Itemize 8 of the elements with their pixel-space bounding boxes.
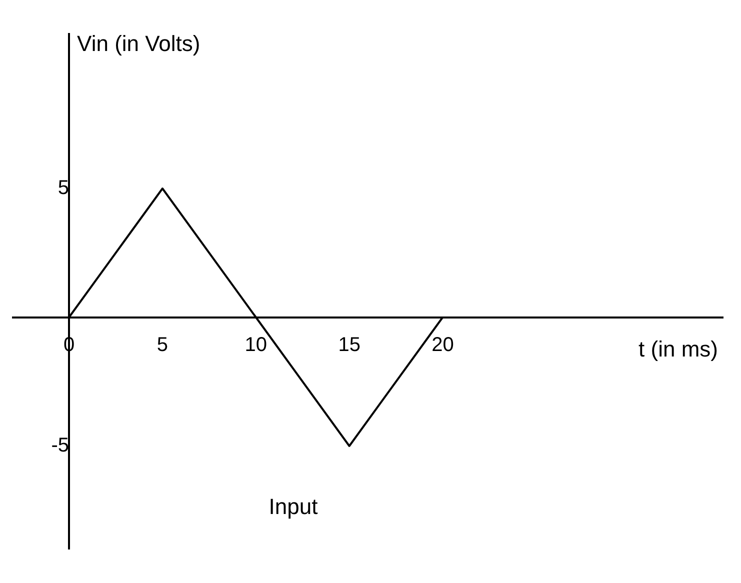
x-axis-title: t (in ms) bbox=[638, 336, 718, 362]
y-tick-label: -5 bbox=[51, 434, 70, 457]
x-tick-label: 5 bbox=[156, 334, 168, 356]
x-tick-label: 10 bbox=[244, 334, 268, 356]
annotation: Input bbox=[268, 494, 318, 520]
x-tick-label: 15 bbox=[338, 334, 360, 356]
x-tick-label: 20 bbox=[432, 334, 454, 356]
y-axis-title: Vin (in Volts) bbox=[77, 31, 200, 56]
